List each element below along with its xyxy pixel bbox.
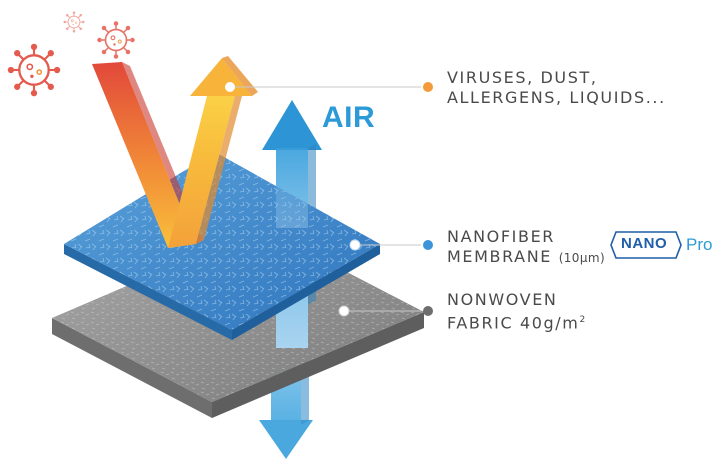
fabric-marker-icon bbox=[338, 305, 350, 317]
virus-icon bbox=[63, 11, 85, 33]
air-label: AIR bbox=[322, 101, 376, 134]
nanofiber-membrane-layer bbox=[64, 152, 380, 340]
membrane-label: NANOFIBER MEMBRANE (10µm) bbox=[447, 227, 605, 268]
virus-icon bbox=[97, 21, 135, 59]
membrane-dot-icon bbox=[423, 240, 433, 250]
viruses-label-line2: ALLERGENS, LIQUIDS... bbox=[447, 88, 666, 107]
viruses-dot-icon bbox=[423, 82, 433, 92]
nano-logo-text: NANO bbox=[621, 235, 668, 252]
fabric-label-line2-text: FABRIC 40g/m bbox=[447, 313, 580, 333]
membrane-thickness: (10µm) bbox=[558, 251, 606, 265]
membrane-label-line2-text: MEMBRANE bbox=[447, 247, 552, 266]
blocked-particles-arrow-icon bbox=[92, 56, 258, 248]
fabric-label-line2: FABRIC 40g/m2 bbox=[447, 310, 587, 333]
membrane-label-line1: NANOFIBER bbox=[447, 227, 556, 246]
membrane-marker-icon bbox=[349, 239, 361, 251]
viruses-marker-icon bbox=[225, 82, 235, 92]
fabric-dot-icon bbox=[423, 306, 433, 316]
fabric-label-line1: NONWOVEN bbox=[447, 290, 558, 309]
fabric-label: NONWOVEN FABRIC 40g/m2 bbox=[447, 290, 587, 333]
nano-badge-icon bbox=[610, 231, 682, 259]
membrane-label-line2: MEMBRANE (10µm) bbox=[447, 247, 605, 268]
virus-icon bbox=[7, 43, 61, 97]
fabric-label-sup: 2 bbox=[579, 315, 587, 325]
pro-logo-text: Pro bbox=[686, 235, 713, 254]
viruses-label-line1: VIRUSES, DUST, bbox=[447, 68, 598, 87]
viruses-label: VIRUSES, DUST, ALLERGENS, LIQUIDS... bbox=[447, 68, 666, 108]
